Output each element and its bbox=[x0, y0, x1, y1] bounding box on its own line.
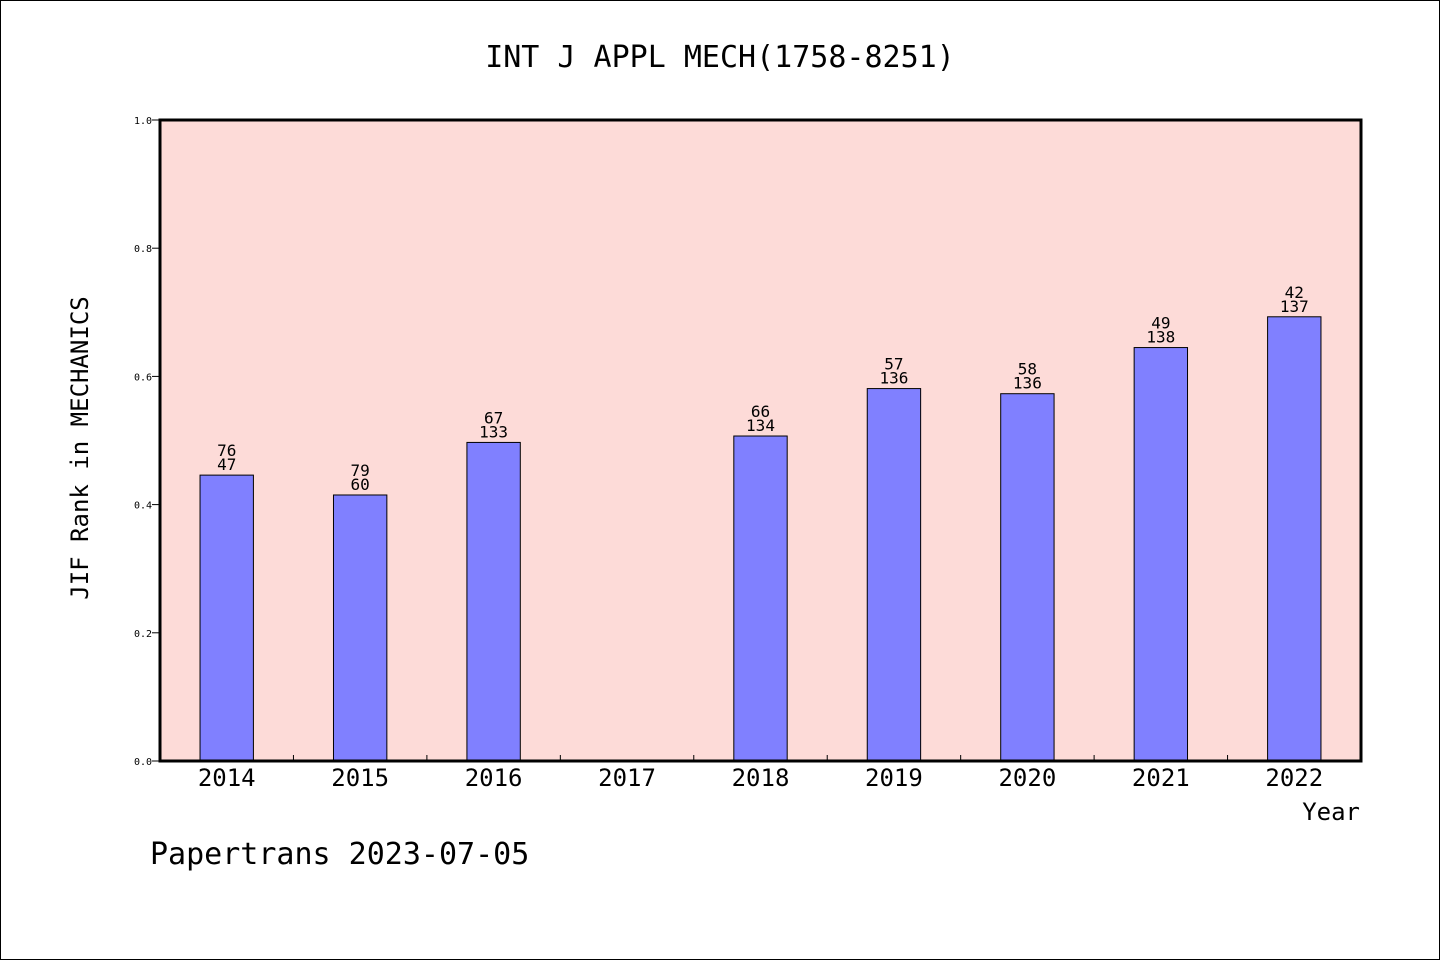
bar-total-label: 133 bbox=[479, 422, 508, 441]
bar-rank-label: 58 bbox=[1018, 360, 1037, 379]
x-tick-label: 2022 bbox=[1265, 764, 1323, 792]
bar-total-label: 47 bbox=[217, 455, 236, 474]
y-axis: 0.0 0.2 0.4 0.6 0.8 1.0 bbox=[134, 116, 160, 768]
x-tick-label: 2020 bbox=[998, 764, 1056, 792]
bar bbox=[733, 435, 788, 762]
y-tick-label: 0.0 bbox=[134, 757, 152, 768]
x-tick-label: 2021 bbox=[1132, 764, 1190, 792]
bar-rank-label: 79 bbox=[351, 461, 370, 480]
bar-rank-label: 42 bbox=[1285, 283, 1304, 302]
bar-rank-label: 67 bbox=[484, 408, 503, 427]
x-axis: 2014 2015 2016 2017 2018 2019 2020 2021 2022 bbox=[198, 755, 1323, 792]
bar-total-label: 134 bbox=[746, 416, 775, 435]
bar bbox=[466, 441, 521, 762]
x-tick-label: 2018 bbox=[732, 764, 790, 792]
bar bbox=[1000, 393, 1055, 762]
footer-credit: Papertrans 2023-07-05 bbox=[150, 837, 529, 872]
y-tick-label: 0.8 bbox=[134, 244, 152, 255]
bar bbox=[332, 494, 388, 762]
chart-title: INT J APPL MECH(1758-8251) bbox=[485, 40, 955, 75]
bar bbox=[866, 388, 922, 762]
bar-total-label: 137 bbox=[1280, 297, 1309, 316]
bar-total-label: 138 bbox=[1146, 328, 1175, 347]
y-axis-label: JIF Rank in MECHANICS bbox=[66, 296, 94, 599]
bar-rank-label: 57 bbox=[884, 355, 903, 374]
y-tick-label: 0.4 bbox=[134, 501, 152, 512]
bar-total-label: 60 bbox=[351, 475, 370, 494]
bar bbox=[199, 474, 254, 762]
x-axis-label: Year bbox=[1302, 798, 1360, 826]
y-tick-label: 0.6 bbox=[134, 372, 152, 383]
bar-rank-label: 66 bbox=[751, 402, 770, 421]
bar-rank-label: 76 bbox=[217, 441, 236, 460]
x-tick-label: 2014 bbox=[198, 764, 256, 792]
bar-rank-label: 49 bbox=[1151, 314, 1170, 333]
bar-total-label: 136 bbox=[1013, 374, 1042, 393]
x-tick-label: 2015 bbox=[331, 764, 389, 792]
x-tick-label: 2016 bbox=[465, 764, 523, 792]
bars bbox=[199, 316, 1322, 762]
y-tick-label: 0.2 bbox=[134, 629, 152, 640]
bar bbox=[1133, 347, 1189, 762]
x-tick-label: 2017 bbox=[598, 764, 656, 792]
y-tick-label: 1.0 bbox=[134, 116, 152, 127]
bar bbox=[1267, 316, 1322, 762]
bar-total-label: 136 bbox=[879, 369, 908, 388]
x-tick-label: 2019 bbox=[865, 764, 923, 792]
plot-border bbox=[158, 118, 1363, 763]
